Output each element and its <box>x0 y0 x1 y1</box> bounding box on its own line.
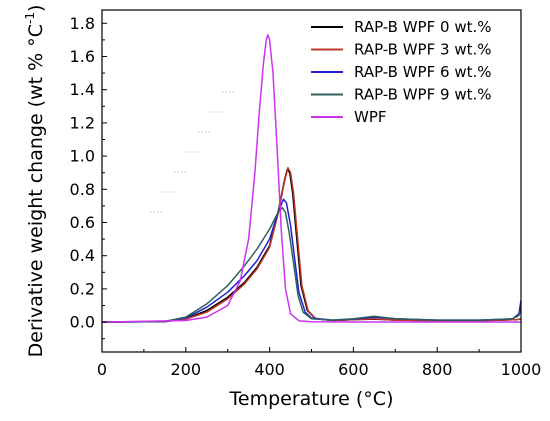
legend-label: RAP-B WPF 0 wt.% <box>354 18 491 36</box>
plot-frame <box>101 9 522 353</box>
y-tick-label: 0.8 <box>70 180 95 199</box>
y-tick-label: 1.0 <box>70 147 95 166</box>
series-line <box>101 166 522 323</box>
y-tick-label: 0.4 <box>70 246 95 265</box>
x-tick-label: 400 <box>254 360 285 379</box>
y-tick-label: 0.2 <box>70 279 95 298</box>
y-axis-title-close: ) <box>25 5 47 12</box>
y-tick-label: 1.2 <box>70 113 95 132</box>
y-axis-title-main: Derivative weight change (wt % °C <box>25 24 47 357</box>
series-lines <box>101 34 522 323</box>
x-tick-label: 1000 <box>501 360 542 379</box>
x-axis-title: Temperature (°C) <box>229 388 394 410</box>
y-axis-ticks: 0.0 0.2 0.4 0.6 0.8 1.0 1.2 1.4 1.6 1.8 <box>70 14 107 340</box>
legend-label: RAP-B WPF 9 wt.% <box>354 86 491 104</box>
x-tick-label: 200 <box>171 360 202 379</box>
x-axis-ticks: 0 200 400 600 800 1000 <box>97 347 541 379</box>
y-tick-label: 1.4 <box>70 80 95 99</box>
legend-label: RAP-B WPF 6 wt.% <box>354 63 491 81</box>
series-line <box>101 206 522 323</box>
series-line <box>101 198 522 323</box>
legend-label: WPF <box>354 108 387 126</box>
x-tick-label: 0 <box>97 360 107 379</box>
x-tick-label: 600 <box>338 360 369 379</box>
y-tick-label: 0.0 <box>70 313 95 332</box>
legend-label: RAP-B WPF 3 wt.% <box>354 41 491 59</box>
axes <box>101 9 522 353</box>
y-tick-label: 0.6 <box>70 213 95 232</box>
legend: RAP-B WPF 0 wt.% RAP-B WPF 3 wt.% RAP-B WP… <box>311 18 491 126</box>
y-axis-title: Derivative weight change (wt % °C-1) <box>23 5 47 358</box>
series-line <box>101 168 522 323</box>
y-tick-label: 1.8 <box>70 14 95 33</box>
y-tick-label: 1.6 <box>70 47 95 66</box>
y-axis-title-superscript: -1 <box>23 12 37 24</box>
series-line <box>101 34 521 323</box>
faint-background-marks <box>150 91 236 213</box>
x-tick-label: 800 <box>422 360 453 379</box>
